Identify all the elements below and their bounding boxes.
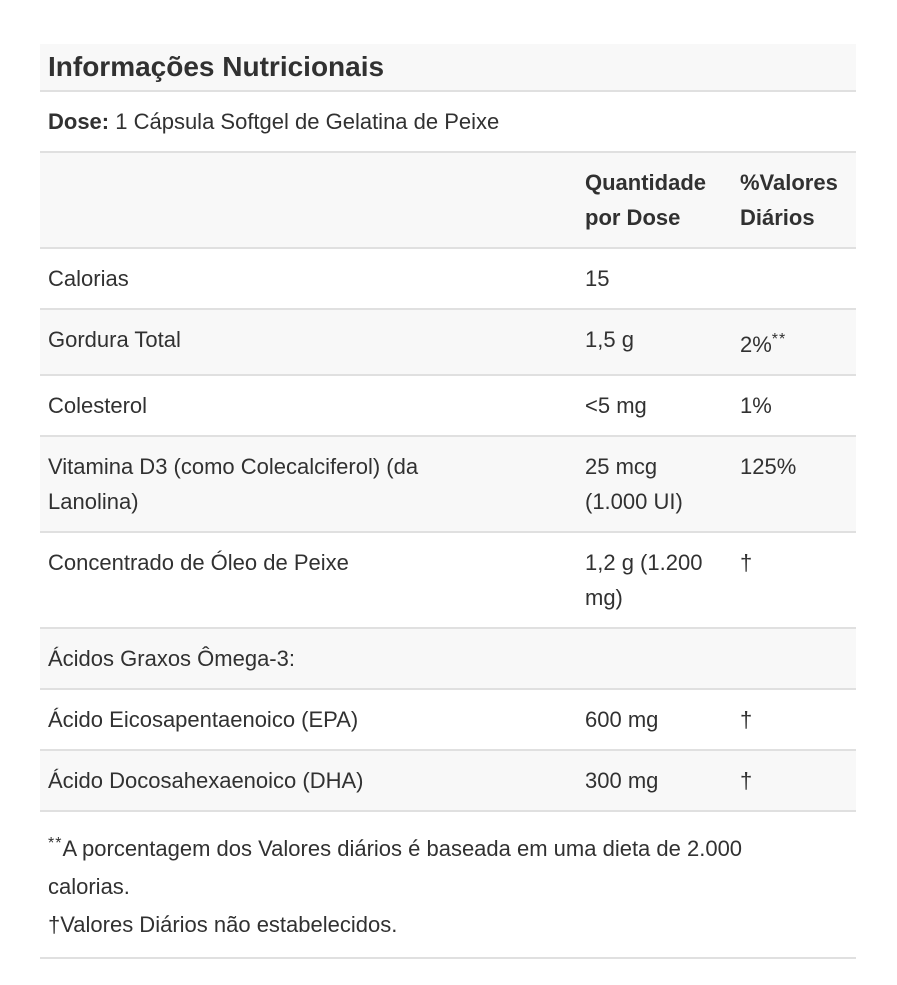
nutrient-name: Ácido Docosahexaenoico (DHA) <box>48 768 364 793</box>
table-row: Vitamina D3 (como Colecalciferol) (da La… <box>40 437 856 533</box>
section-header-label: Ácidos Graxos Ômega-3: <box>48 646 295 671</box>
daily-value: 2%** <box>740 331 787 357</box>
amount-value: 300 mg <box>585 768 659 793</box>
amount-value: 1,2 g (1.200 mg) <box>585 550 703 610</box>
footnote-marker-asterisks: ** <box>771 331 787 348</box>
nutrient-name: Vitamina D3 (como Colecalciferol) (da La… <box>48 454 419 514</box>
amount-value: 15 <box>585 266 610 291</box>
footnote-marker-asterisks: ** <box>48 835 63 852</box>
footnotes-block: **A porcentagem dos Valores diários é ba… <box>40 812 856 959</box>
daily-value: 1% <box>740 393 772 418</box>
table-row: Colesterol <5 mg 1% <box>40 376 856 437</box>
page-title: Informações Nutricionais <box>48 51 385 82</box>
nutrient-name: Gordura Total <box>48 327 181 352</box>
daily-value: † <box>740 707 753 732</box>
panel-title-row: Informações Nutricionais <box>40 44 856 92</box>
dose-value: 1 Cápsula Softgel de Gelatina de Peixe <box>109 109 500 134</box>
daily-value: † <box>740 550 753 575</box>
footnote-daily-values: **A porcentagem dos Valores diários é ba… <box>48 835 743 899</box>
daily-value: † <box>740 768 753 793</box>
table-row: Concentrado de Óleo de Peixe 1,2 g (1.20… <box>40 533 856 629</box>
amount-value: 25 mcg (1.000 UI) <box>585 454 683 514</box>
nutrition-facts-panel: Informações Nutricionais Dose: 1 Cápsula… <box>40 44 856 959</box>
amount-value: <5 mg <box>585 393 647 418</box>
dose-label: Dose: <box>48 109 110 134</box>
daily-value: 125% <box>740 454 797 479</box>
amount-value: 1,5 g <box>585 327 634 352</box>
nutrient-name: Concentrado de Óleo de Peixe <box>48 550 349 575</box>
nutrient-name: Colesterol <box>48 393 148 418</box>
table-row: Ácido Docosahexaenoico (DHA) 300 mg † <box>40 751 856 812</box>
section-header-row: Ácidos Graxos Ômega-3: <box>40 629 856 690</box>
footnote-dagger: †Valores Diários não estabelecidos. <box>48 912 398 937</box>
table-row: Ácido Eicosapentaenoico (EPA) 600 mg † <box>40 690 856 751</box>
table-row: Gordura Total 1,5 g 2%** <box>40 310 856 376</box>
column-header-daily-values: %Valores Diários <box>740 170 838 230</box>
nutrient-name: Ácido Eicosapentaenoico (EPA) <box>48 707 359 732</box>
table-header-row: Quantidade por Dose %Valores Diários <box>40 153 856 249</box>
nutrient-name: Calorias <box>48 266 129 291</box>
serving-size-row: Dose: 1 Cápsula Softgel de Gelatina de P… <box>40 92 856 153</box>
table-row: Calorias 15 <box>40 249 856 310</box>
column-header-amount: Quantidade por Dose <box>585 170 707 230</box>
amount-value: 600 mg <box>585 707 659 732</box>
